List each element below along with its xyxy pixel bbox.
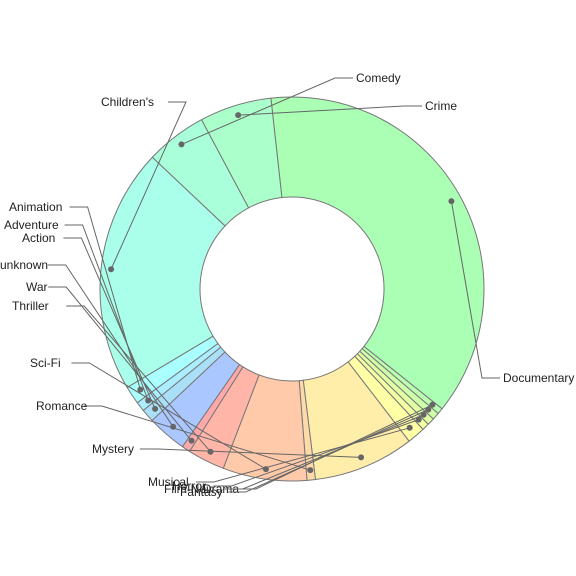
dot-film-noir: [420, 411, 427, 418]
label-documentary: Documentary: [503, 371, 574, 385]
slice-crime: [200, 97, 283, 209]
leader-animation: [69, 206, 141, 390]
label-animation: Animation: [9, 200, 62, 214]
leader-horror: [213, 419, 419, 487]
dot-thriller: [207, 448, 214, 455]
label-comedy: Comedy: [356, 71, 401, 85]
slice-documentary: [270, 96, 485, 410]
leader-musical: [195, 427, 410, 483]
leader-mystery: [139, 448, 362, 458]
label-children-s: Children's: [101, 95, 154, 109]
leader-thriller: [66, 305, 211, 453]
leader-drama: [238, 404, 433, 490]
dot-horror: [415, 416, 422, 423]
dot-unknown: [170, 423, 177, 430]
labels-layer: DocumentaryDramaFantasyFilm-NoirHorrorMu…: [0, 71, 574, 499]
leader-romance: [83, 405, 311, 471]
dot-fantasy: [425, 406, 432, 413]
dot-comedy: [178, 141, 185, 148]
leader-children-s: [110, 101, 187, 270]
dot-animation: [137, 386, 144, 393]
dot-crime: [235, 112, 242, 119]
label-war: War: [26, 280, 48, 294]
dot-adventure: [145, 397, 152, 404]
label-action: Action: [22, 231, 55, 245]
dot-action: [152, 405, 159, 412]
dot-children-s: [108, 266, 115, 273]
label-sci-fi: Sci-Fi: [30, 356, 61, 370]
dot-sci-fi: [262, 466, 269, 473]
label-adventure: Adventure: [4, 218, 59, 232]
label-romance: Romance: [36, 399, 88, 413]
dot-documentary: [448, 198, 455, 205]
label-film-noir: Film-Noir: [164, 482, 213, 496]
leader-sci-fi: [71, 362, 267, 470]
dot-war: [188, 437, 195, 444]
label-crime: Crime: [425, 99, 457, 113]
dot-mystery: [358, 454, 365, 461]
label-fantasy: Fantasy: [180, 485, 223, 499]
dot-romance: [307, 467, 314, 474]
leader-war: [48, 286, 192, 442]
leader-documentary: [450, 201, 500, 379]
dot-drama: [429, 401, 436, 408]
slice-children-s: [99, 156, 226, 389]
label-unknown: unknown: [0, 258, 48, 272]
leader-comedy: [181, 77, 353, 145]
dot-musical: [406, 424, 413, 431]
leader-fantasy: [227, 409, 429, 493]
leader-crime: [238, 105, 422, 116]
label-thriller: Thriller: [12, 299, 49, 313]
label-musical: Musical: [148, 475, 189, 489]
label-mystery: Mystery: [92, 442, 134, 456]
